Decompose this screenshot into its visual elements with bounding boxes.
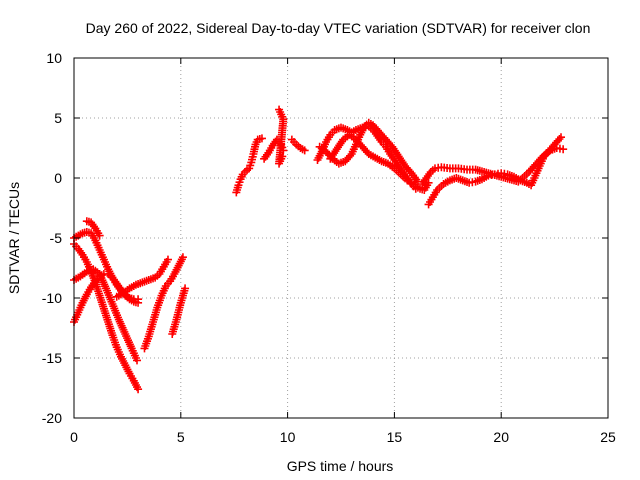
data-point — [95, 231, 104, 240]
data-point — [278, 152, 287, 161]
data-point — [424, 178, 433, 187]
data-point — [181, 284, 190, 293]
data-markers — [70, 105, 568, 394]
data-point — [403, 176, 412, 185]
x-axis-title: GPS time / hours — [287, 458, 394, 474]
y-tick-label: -5 — [50, 230, 63, 246]
x-tick-label: 25 — [600, 429, 616, 445]
x-tick-label: 0 — [70, 429, 78, 445]
data-point — [557, 133, 566, 142]
y-tick-label: 5 — [54, 110, 62, 126]
y-tick-label: -15 — [42, 350, 62, 366]
data-point — [134, 295, 143, 304]
y-tick-label: 10 — [46, 50, 62, 66]
y-tick-label: -10 — [42, 290, 62, 306]
x-tick-label: 5 — [177, 429, 185, 445]
data-point — [134, 385, 143, 394]
data-point — [555, 135, 564, 143]
data-point — [559, 145, 568, 154]
axis-ticks — [73, 57, 609, 419]
data-point — [133, 356, 142, 365]
x-tick-label: 20 — [493, 429, 509, 445]
x-tick-label: 10 — [280, 429, 296, 445]
tick-labels: 0 5 10 15 20 25 -20 -15 -10 -5 0 5 10 — [42, 50, 616, 445]
y-tick-label: -20 — [42, 410, 62, 426]
y-axis-title: SDTVAR / TECUs — [6, 182, 22, 294]
y-tick-label: 0 — [54, 170, 62, 186]
data-point — [163, 255, 172, 264]
chart-title: Day 260 of 2022, Sidereal Day-to-day VTE… — [86, 20, 591, 36]
x-tick-label: 15 — [387, 429, 403, 445]
grid — [74, 58, 608, 418]
data-point — [178, 253, 187, 262]
data-point — [257, 134, 266, 143]
data-point — [300, 146, 309, 155]
data-point — [346, 151, 355, 160]
